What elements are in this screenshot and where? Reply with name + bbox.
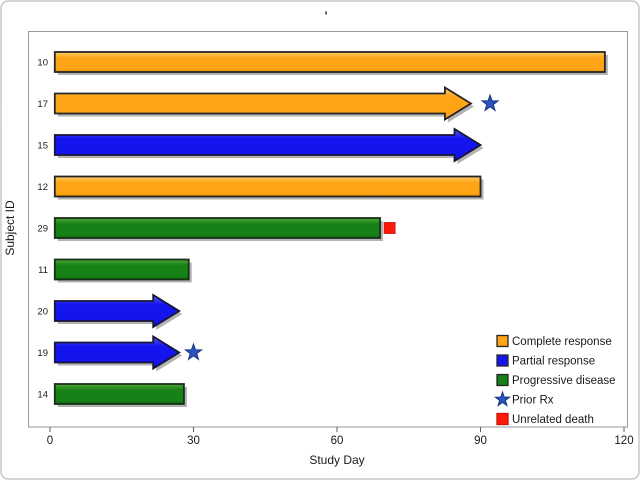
y-tick-subject-11: 11 [38,265,48,276]
y-tick-subject-20: 20 [37,307,48,318]
x-tick-label-0: 0 [47,435,53,447]
legend-label: Prior Rx [512,395,554,407]
x-axis-ticks-group: 0 30 60 90 120 [47,427,634,447]
y-tick-subject-12: 12 [37,182,48,193]
arrow-bar-subject-20 [53,293,181,329]
markers-group [183,93,500,361]
legend-label: Complete response [512,336,612,348]
legend-label: Unrelated death [512,414,594,426]
legend-swatch-icon [496,354,509,367]
legend-label: Progressive disease [512,375,616,387]
arrow-bar-subject-17 [53,85,473,122]
legend-swatch-icon [496,412,509,426]
legend-item-complete: Complete response [496,334,612,348]
x-tick-label-90: 90 [474,435,487,447]
y-tick-subject-19: 19 [37,348,48,359]
bar-subject-29 [53,217,381,239]
legend-star-icon [493,390,512,407]
y-tick-subject-17: 17 [37,99,48,110]
bar-subject-12 [53,175,482,198]
bar-subject-10 [53,51,606,73]
y-tick-labels-group: 10 17 15 12 29 11 20 19 14 [37,58,48,401]
legend: Complete response Partial response Progres… [493,334,616,426]
plot-frame [28,31,628,428]
death-marker-subject-29 [383,222,396,234]
x-axis-label: Study Day [309,453,364,467]
x-tick-label-120: 120 [614,435,633,447]
bar-subject-14 [53,383,185,405]
legend-item-death: Unrelated death [496,412,594,426]
y-tick-subject-15: 15 [37,141,48,152]
chart-title: ' [325,9,328,23]
bar-subject-11 [53,258,190,281]
y-tick-subject-29: 29 [37,224,48,235]
legend-item-partial: Partial response [496,354,595,368]
bars-group [53,51,608,407]
legend-label: Partial response [512,356,595,368]
prior-rx-star-subject-17 [480,93,500,112]
legend-item-prior_rx: Prior Rx [493,390,554,407]
prior-rx-star-subject-19 [183,342,204,361]
legend-swatch-icon [496,334,509,348]
y-axis-label: Subject ID [3,200,17,256]
arrow-bar-subject-15 [53,127,483,163]
legend-item-progressive: Progressive disease [496,373,616,387]
x-tick-label-60: 60 [331,435,344,447]
y-tick-subject-10: 10 [37,58,48,69]
y-tick-subject-14: 14 [37,390,48,401]
x-tick-label-30: 30 [187,435,200,447]
arrow-bar-subject-19 [53,334,181,371]
legend-swatch-icon [496,373,509,387]
